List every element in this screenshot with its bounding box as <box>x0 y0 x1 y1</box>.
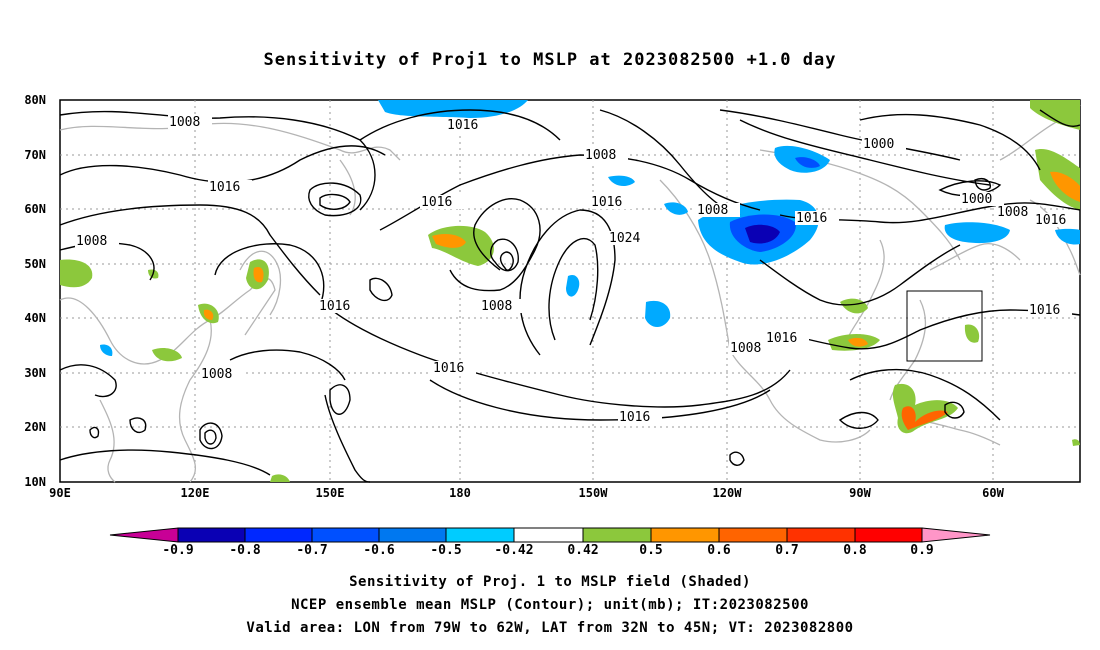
contour-label: 1008 <box>697 203 728 218</box>
contour-label: 1016 <box>433 361 464 376</box>
contour-label: 1008 <box>169 115 200 130</box>
contour-label: 1016 <box>209 180 240 195</box>
lat-label: 20N <box>24 420 46 434</box>
colorbar-label: 0.8 <box>843 543 867 558</box>
contour-label: 1016 <box>421 195 452 210</box>
colorbar-label: 0.6 <box>707 543 731 558</box>
lon-label: 150W <box>578 486 608 500</box>
lon-label: 150E <box>315 486 345 500</box>
contour-label: 1000 <box>961 192 992 207</box>
colorbar-label: 0.9 <box>910 543 934 558</box>
contour-label: 1008 <box>997 205 1028 220</box>
colorbar-label: 0.5 <box>639 543 663 558</box>
colorbar-label: -0.8 <box>229 543 261 558</box>
contour-label: 1016 <box>766 331 797 346</box>
colorbar-label: -0.5 <box>430 543 462 558</box>
contour-label: 1008 <box>730 341 761 356</box>
contour-label: 1016 <box>591 195 622 210</box>
colorbar-label: -0.7 <box>296 543 328 558</box>
footer-line-1: Sensitivity of Proj. 1 to MSLP field (Sh… <box>349 574 751 590</box>
contour-label: 1016 <box>1029 303 1060 318</box>
colorbar-label: 0.7 <box>775 543 799 558</box>
lat-label: 60N <box>24 202 46 216</box>
colorbar <box>109 527 991 543</box>
sensitivity-shading <box>60 100 1080 482</box>
contour-label: 1000 <box>863 137 894 152</box>
colorbar-label: -0.9 <box>162 543 194 558</box>
contour-labels: 1008 1016 1008 1016 1016 1008 1016 1024 … <box>76 115 1060 425</box>
contour-label: 1008 <box>76 234 107 249</box>
chart-title: Sensitivity of Proj1 to MSLP at 20230825… <box>263 50 837 70</box>
contour-label: 1016 <box>447 118 478 133</box>
contour-label: 1016 <box>619 410 650 425</box>
contour-label: 1008 <box>585 148 616 163</box>
colorbar-label: -0.6 <box>363 543 395 558</box>
contour-label: 1008 <box>201 367 232 382</box>
contour-label-boxes <box>75 115 1078 424</box>
footer-line-2: NCEP ensemble mean MSLP (Contour); unit(… <box>291 597 809 613</box>
lon-label: 90E <box>49 486 71 500</box>
contour-label: 1024 <box>609 231 640 246</box>
lat-label: 10N <box>24 475 46 489</box>
lat-label: 30N <box>24 366 46 380</box>
lat-label: 50N <box>24 257 46 271</box>
lat-label: 80N <box>24 93 46 107</box>
lon-label: 90W <box>849 486 871 500</box>
colorbar-label: 0.42 <box>567 543 599 558</box>
contour-label: 1016 <box>1035 213 1066 228</box>
contour-label: 1016 <box>796 211 827 226</box>
colorbar-label: -0.42 <box>494 543 534 558</box>
contour-label: 1016 <box>319 299 350 314</box>
lon-label: 180 <box>449 486 471 500</box>
lon-label: 120E <box>180 486 210 500</box>
lat-label: 40N <box>24 311 46 325</box>
coastlines <box>59 104 1081 483</box>
footer-line-3: Valid area: LON from 79W to 62W, LAT fro… <box>246 620 854 636</box>
lat-label: 70N <box>24 148 46 162</box>
lon-label: 60W <box>982 486 1004 500</box>
valid-area-box <box>906 290 983 362</box>
contour-label: 1008 <box>481 299 512 314</box>
lon-label: 120W <box>712 486 742 500</box>
